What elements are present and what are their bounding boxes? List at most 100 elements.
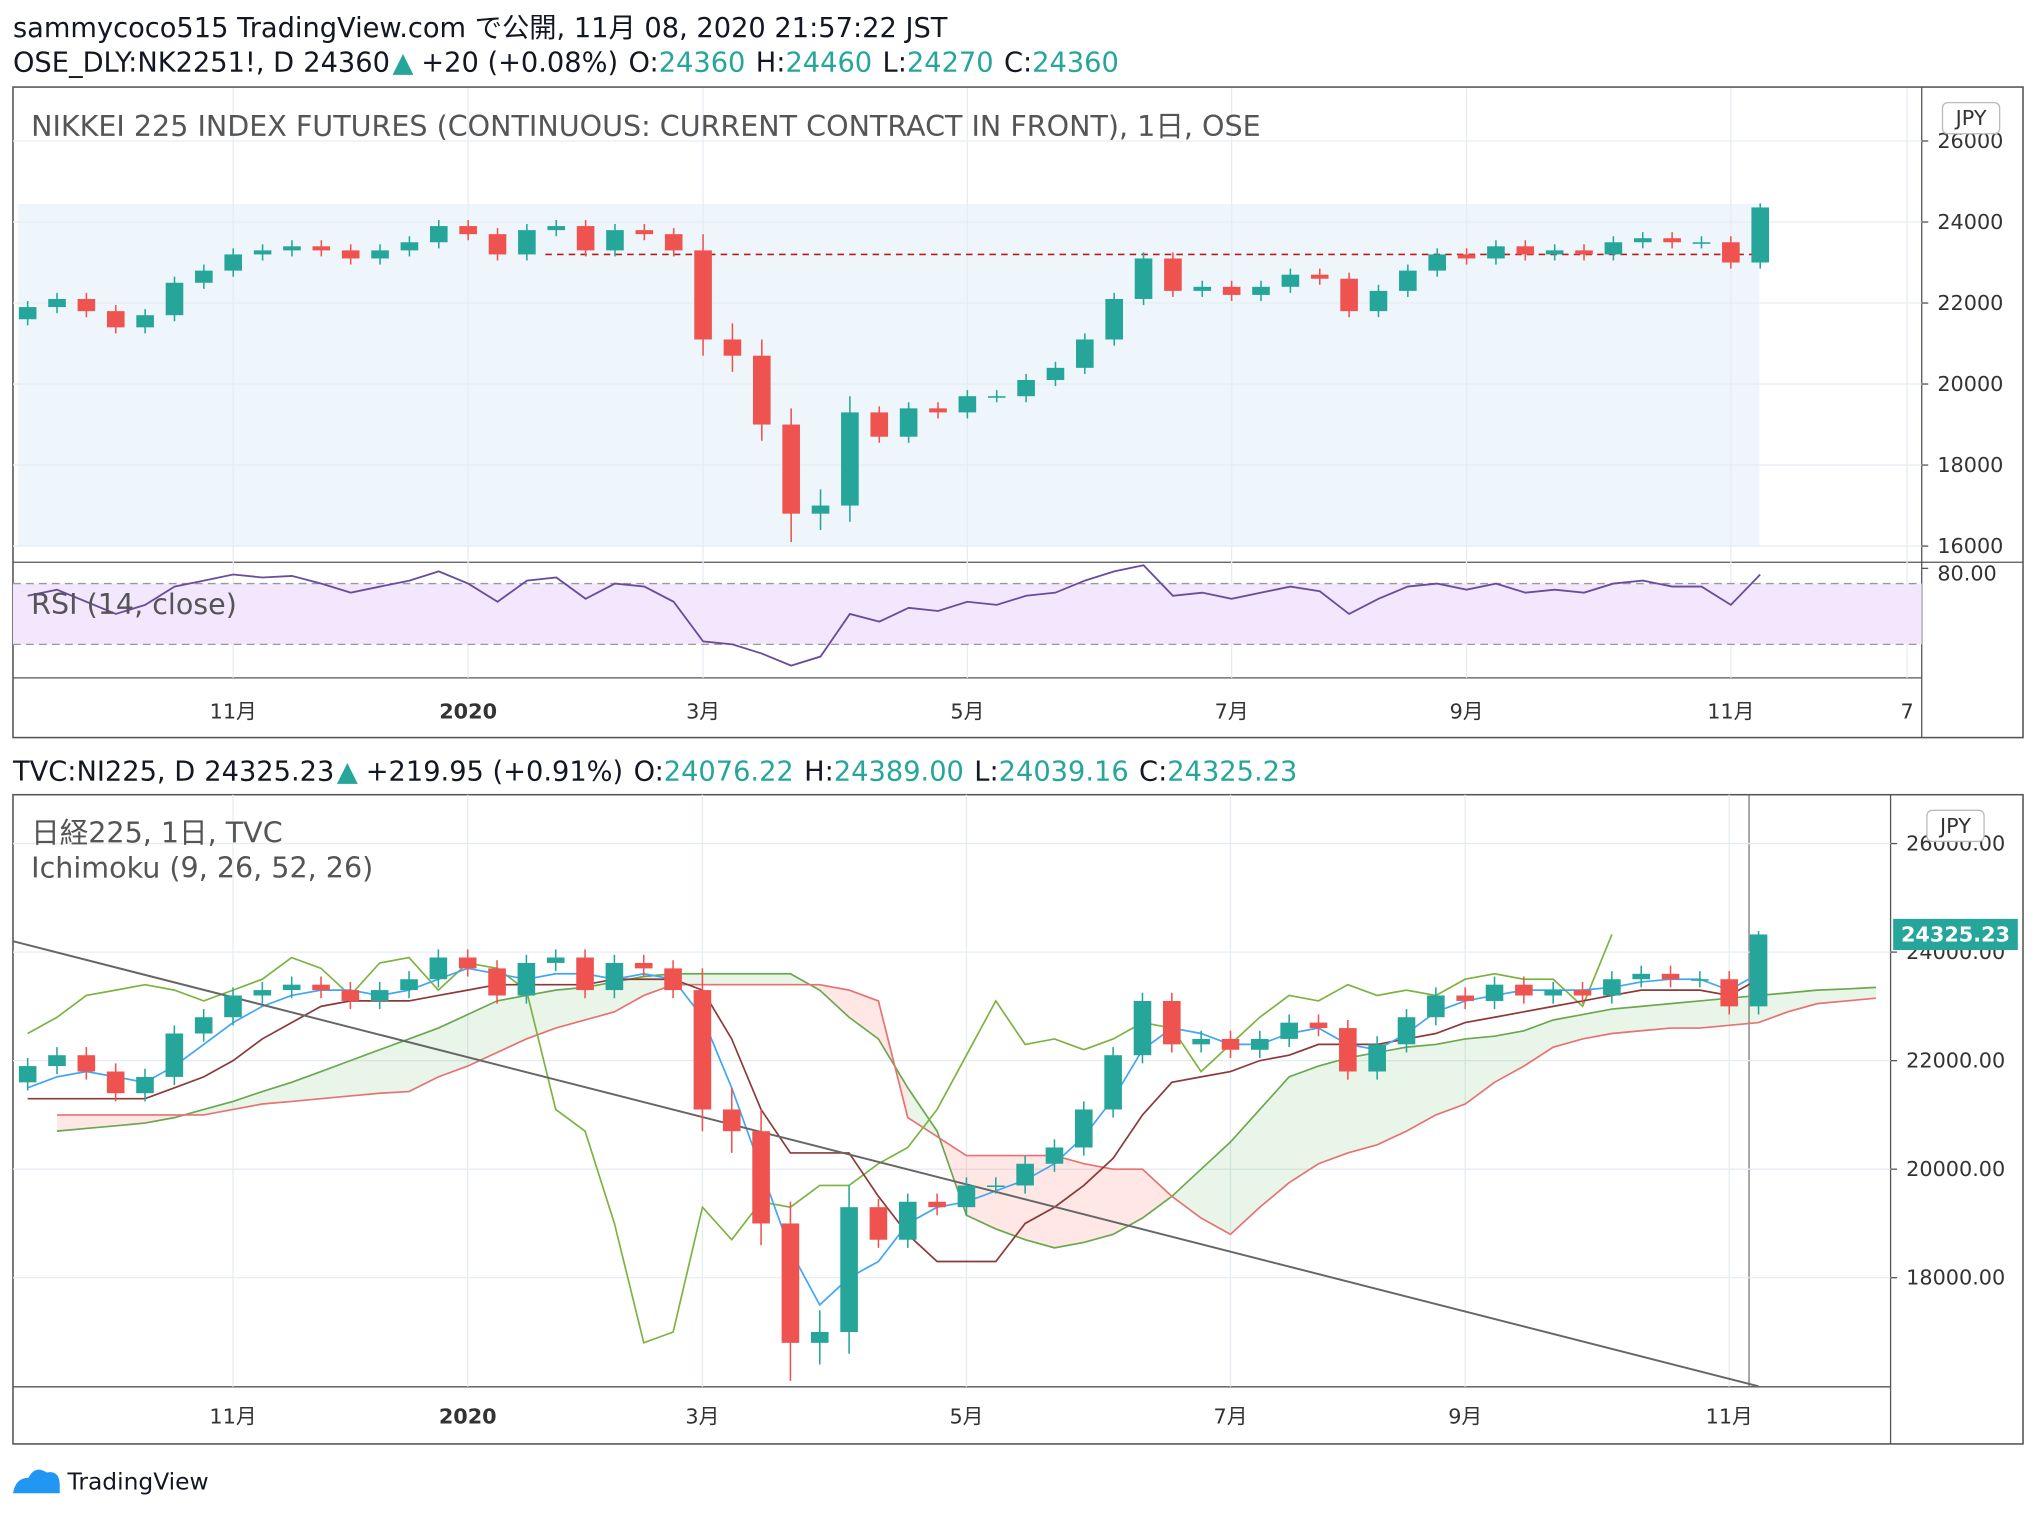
cloud (1670, 1000, 1700, 1029)
candle-body (635, 230, 654, 235)
candle-body (546, 957, 565, 963)
quote-line: TVC:NI225, D 24325.23 ▲ +219.95 (+0.91%) O:2… (12, 756, 1297, 787)
candle-body (488, 234, 507, 255)
cloud (1817, 988, 1847, 1004)
candle-body (752, 1131, 770, 1224)
candle-body (106, 311, 125, 328)
span-b-line (57, 983, 1876, 1236)
candle-body (898, 1201, 917, 1240)
cloud (585, 981, 615, 1020)
candle-body (1016, 1163, 1034, 1186)
candle-body (1104, 1055, 1122, 1110)
x-tick-label: 2020 (439, 700, 497, 724)
candle-body (957, 1185, 976, 1208)
cloud (262, 1082, 292, 1105)
cloud (819, 984, 850, 1018)
candle-body (723, 339, 742, 356)
cloud (203, 1101, 234, 1115)
brand: TradingView (67, 1468, 209, 1496)
candle-body (752, 355, 771, 425)
candle-body (1516, 246, 1535, 255)
candle-body (1603, 979, 1621, 996)
range-highlight (18, 203, 1760, 546)
last-price-box (1893, 918, 2018, 951)
quote-part: L: (974, 756, 998, 787)
currency-box (1926, 809, 1985, 843)
candle-body (1192, 1038, 1210, 1045)
candle-body (1163, 1000, 1181, 1045)
candle-body (1193, 286, 1212, 291)
candle-body (1046, 367, 1065, 380)
x-tick-label: 11月 (209, 1405, 256, 1429)
candle-body (224, 995, 242, 1018)
currency: JPY (1954, 106, 1987, 130)
last-price-label: 24325.23 (1901, 922, 2010, 946)
candle-body (18, 1066, 37, 1083)
candle-body (1604, 242, 1623, 255)
candle-body (987, 396, 1006, 398)
candle-body (1280, 1022, 1298, 1039)
candle-body (1134, 258, 1153, 299)
candle-body (1751, 207, 1770, 263)
quote-part: O: (634, 756, 664, 787)
candle-body (1105, 298, 1123, 340)
cloud (1553, 1014, 1583, 1048)
candle-body (458, 957, 477, 969)
candle-body (986, 1185, 1005, 1188)
x-tick-label: 11月 (210, 700, 257, 724)
candle-body (1573, 990, 1592, 996)
cloud (761, 973, 791, 985)
cloud (379, 1038, 410, 1094)
cloud (86, 1114, 116, 1129)
y-tick-label: 20000 (1937, 372, 2003, 396)
candle-body (1515, 984, 1533, 996)
cloud (555, 987, 586, 1029)
candle-body (1545, 250, 1564, 255)
quote-part: 24325.23 (204, 756, 334, 787)
cloud (1259, 1076, 1290, 1208)
candle-body (312, 246, 331, 251)
x-tick-label: 11月 (1707, 700, 1754, 724)
candle-body (1251, 1038, 1269, 1050)
candle-body (1575, 250, 1593, 255)
cloud (731, 973, 762, 985)
chart-frame (12, 86, 2024, 739)
currency-box (1941, 101, 2001, 135)
x-tick-label: 3月 (685, 1405, 719, 1429)
candle-body (958, 396, 977, 413)
candle-body (870, 412, 889, 437)
candle-body (1720, 979, 1739, 1007)
candle-body (1633, 238, 1652, 243)
candle-body (664, 234, 683, 251)
quote-part: C: (1139, 756, 1167, 787)
candle-body (283, 246, 301, 251)
candle-body (1045, 1147, 1064, 1164)
candle-body (194, 1017, 213, 1034)
candle-body (1309, 1022, 1328, 1029)
quote-part: C: (1004, 47, 1032, 78)
quote-line: OSE_DLY:NK2251!, D 24360 ▲ +20 (+0.08%) O:24… (13, 47, 1119, 78)
cloud (1289, 1066, 1319, 1183)
candle-body (929, 408, 947, 413)
quote-part: O: (629, 47, 659, 78)
currency: JPY (1938, 814, 1971, 838)
candle-body (841, 412, 859, 506)
candle-body (1691, 979, 1709, 981)
quote-part: L: (883, 47, 907, 78)
cloud (1230, 1109, 1260, 1235)
quote-part: 24360 (659, 47, 746, 78)
x-tick-label: 7月 (1213, 1405, 1247, 1429)
rsi-line (27, 564, 1761, 667)
candle-body (518, 230, 536, 255)
candle-body (928, 1201, 946, 1208)
quote-part: TVC:NI225, D (12, 756, 195, 787)
candle-body (1722, 242, 1740, 263)
x-tick-label: 9月 (1448, 1405, 1482, 1429)
rsi-title: RSI (14, close) (31, 587, 237, 621)
candle-body (899, 408, 918, 437)
candle-body (165, 1033, 184, 1077)
candle-body (1221, 1038, 1240, 1050)
quote-part: 24039.16 (999, 756, 1129, 787)
x-tick-label: 2020 (439, 1405, 497, 1429)
candle-body (1222, 286, 1241, 295)
